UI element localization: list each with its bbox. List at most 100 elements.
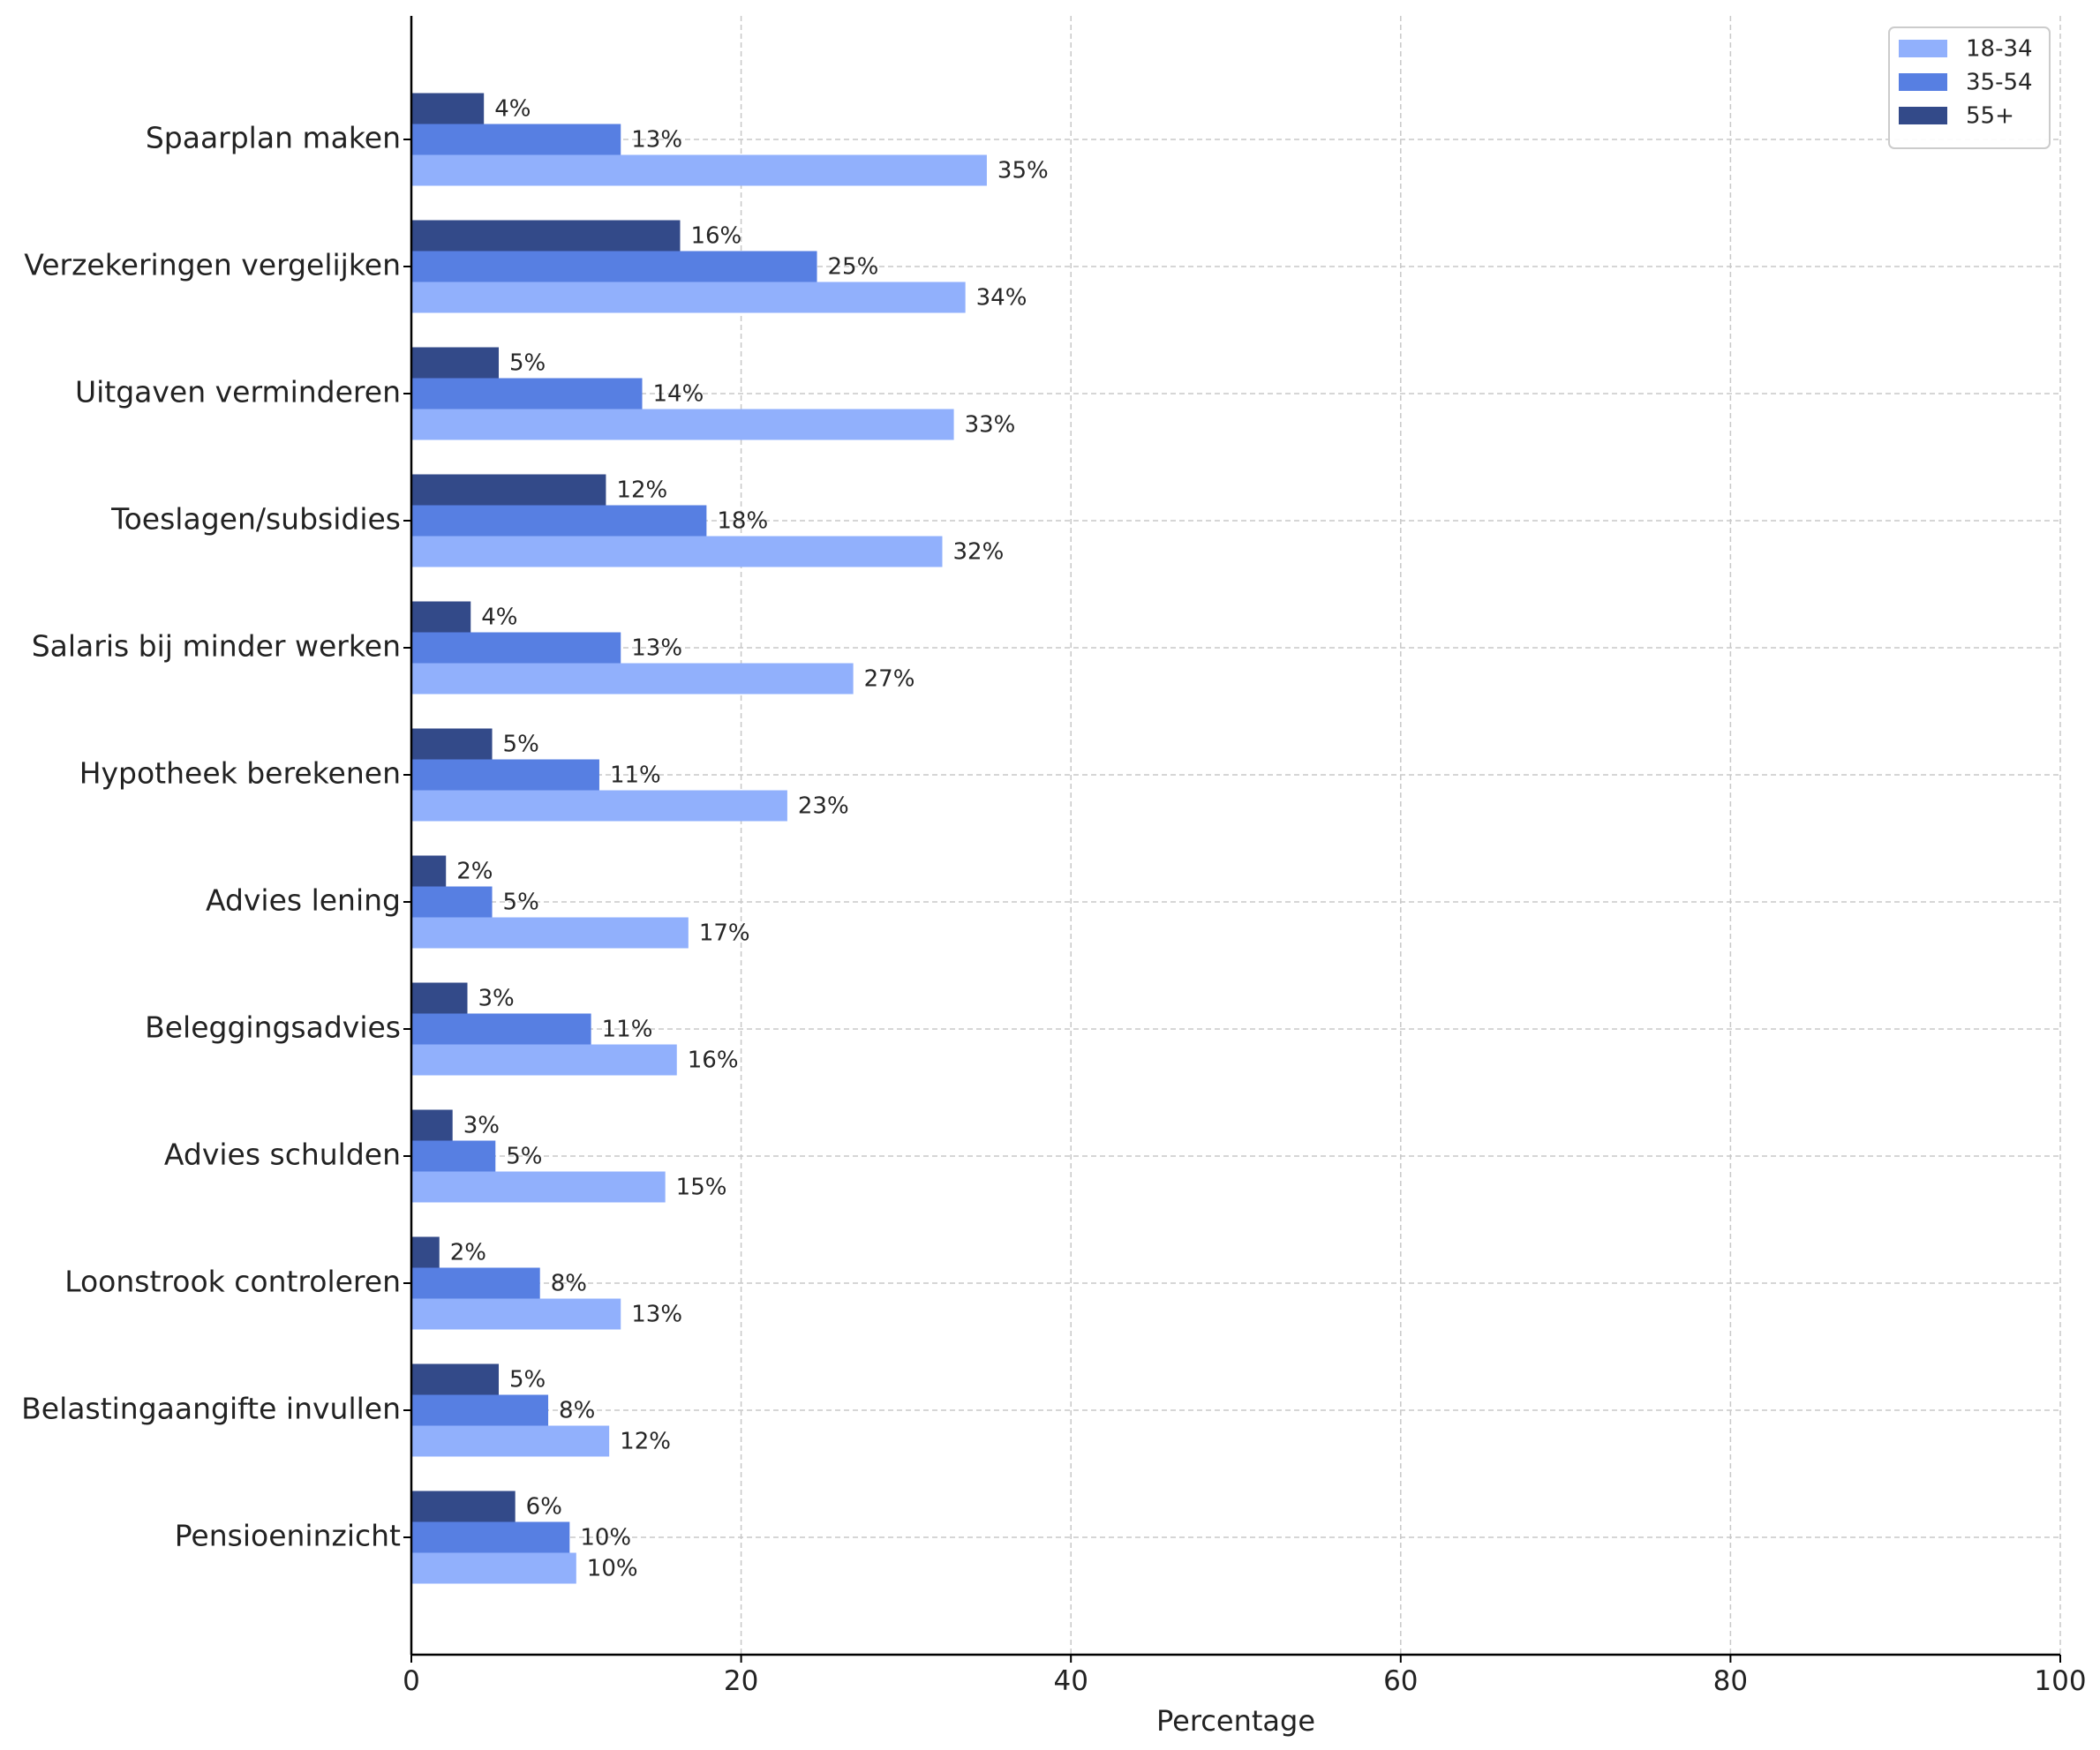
y-tick-label: Uitgaven verminderen bbox=[75, 375, 401, 409]
x-axis-label: Percentage bbox=[1156, 1704, 1315, 1738]
bar-18-34 bbox=[411, 790, 787, 822]
value-label: 18% bbox=[717, 508, 768, 535]
bar-35-54 bbox=[411, 1267, 540, 1299]
value-label: 5% bbox=[506, 1144, 542, 1170]
value-label: 4% bbox=[481, 605, 517, 631]
y-tick-label: Belastingaangifte invullen bbox=[21, 1392, 401, 1426]
value-label: 16% bbox=[690, 223, 741, 250]
bar-55-plus bbox=[411, 474, 606, 506]
bar-35-54 bbox=[411, 886, 493, 918]
value-label: 2% bbox=[456, 859, 493, 885]
value-label: 2% bbox=[450, 1240, 486, 1266]
y-tick-label: Advies schulden bbox=[164, 1138, 401, 1172]
value-label: 27% bbox=[864, 666, 915, 693]
y-tick-label: Toeslagen/subsidies bbox=[110, 502, 401, 537]
bar-55-plus bbox=[411, 1109, 453, 1141]
value-label: 13% bbox=[631, 635, 682, 662]
y-tick-label: Spaarplan maken bbox=[146, 121, 401, 155]
bar-18-34 bbox=[411, 663, 854, 695]
value-label: 5% bbox=[503, 732, 539, 758]
bar-18-34 bbox=[411, 536, 943, 567]
y-tick-label: Pensioeninzicht bbox=[175, 1519, 401, 1553]
y-tick-label: Loonstrook controleren bbox=[64, 1265, 401, 1299]
value-label: 5% bbox=[503, 890, 539, 916]
bar-35-54 bbox=[411, 124, 621, 155]
value-label: 10% bbox=[587, 1556, 638, 1582]
value-label: 33% bbox=[965, 412, 1016, 439]
x-tick-label: 0 bbox=[403, 1665, 420, 1697]
bars-layer bbox=[411, 93, 987, 1584]
bar-18-34 bbox=[411, 409, 954, 440]
bar-18-34 bbox=[411, 282, 966, 313]
value-label: 32% bbox=[952, 539, 1004, 566]
x-tick-label: 100 bbox=[2034, 1665, 2086, 1697]
bar-55-plus bbox=[411, 220, 681, 252]
bar-35-54 bbox=[411, 1521, 570, 1553]
x-tick-label: 80 bbox=[1713, 1665, 1748, 1697]
value-label: 25% bbox=[828, 254, 879, 281]
value-label: 3% bbox=[478, 986, 515, 1012]
value-label: 10% bbox=[580, 1525, 631, 1551]
bar-55-plus bbox=[411, 93, 485, 124]
x-tick-label: 20 bbox=[724, 1665, 758, 1697]
value-label: 14% bbox=[653, 381, 704, 408]
value-label: 23% bbox=[798, 793, 849, 820]
y-tick-label: Salaris bij minder werken bbox=[32, 629, 401, 664]
bar-18-34 bbox=[411, 1171, 666, 1203]
bar-55-plus bbox=[411, 1363, 500, 1395]
value-label: 12% bbox=[620, 1429, 671, 1455]
bar-18-34 bbox=[411, 1298, 621, 1330]
value-label: 8% bbox=[559, 1398, 595, 1424]
bar-35-54 bbox=[411, 505, 707, 537]
bar-18-34 bbox=[411, 154, 987, 186]
bar-35-54 bbox=[411, 1140, 496, 1172]
bar-18-34 bbox=[411, 917, 689, 949]
bar-55-plus bbox=[411, 601, 471, 633]
value-label: 11% bbox=[610, 762, 661, 789]
value-label: 34% bbox=[976, 285, 1027, 312]
bar-55-plus bbox=[411, 728, 493, 760]
legend-label-18-34: 18-34 bbox=[1966, 36, 2033, 63]
value-label: 35% bbox=[997, 158, 1049, 184]
bar-35-54 bbox=[411, 1013, 591, 1045]
bar-35-54 bbox=[411, 759, 599, 791]
bar-18-34 bbox=[411, 1552, 576, 1584]
value-label: 13% bbox=[631, 1302, 682, 1328]
bar-55-plus bbox=[411, 1491, 516, 1522]
y-tick-label: Advies lening bbox=[206, 883, 401, 918]
bar-35-54 bbox=[411, 1394, 549, 1426]
value-label: 3% bbox=[463, 1113, 500, 1139]
y-tick-label: Verzekeringen vergelijken bbox=[24, 248, 401, 282]
value-label: 16% bbox=[688, 1048, 739, 1074]
y-tick-label: Hypotheek berekenen bbox=[79, 756, 401, 791]
value-label: 11% bbox=[602, 1017, 653, 1043]
bar-55-plus bbox=[411, 982, 468, 1014]
legend-label-35-54: 35-54 bbox=[1966, 70, 2033, 96]
x-tick-label: 40 bbox=[1053, 1665, 1088, 1697]
bar-35-54 bbox=[411, 632, 621, 664]
value-label: 17% bbox=[699, 920, 750, 947]
value-label: 15% bbox=[676, 1175, 727, 1201]
bar-18-34 bbox=[411, 1044, 677, 1076]
value-label: 4% bbox=[494, 96, 531, 123]
value-label: 6% bbox=[526, 1494, 562, 1521]
legend-label-55-plus: 55+ bbox=[1966, 103, 2014, 130]
value-label: 5% bbox=[509, 350, 546, 377]
value-label: 5% bbox=[509, 1367, 546, 1393]
y-tick-label: Beleggingsadvies bbox=[145, 1010, 401, 1045]
bar-55-plus bbox=[411, 855, 447, 887]
bar-55-plus bbox=[411, 347, 500, 379]
axes-layer: 0 20 40 60 80 100 Spaarplan maken Verzekeringen… bbox=[21, 16, 2087, 1697]
value-labels-layer: 35% 34% 33% 32% 27% 23% 17% 16% 15% 13% 12% 10% 13% 2… bbox=[450, 96, 1049, 1582]
legend-swatch-18-34 bbox=[1899, 40, 1947, 57]
legend[interactable]: 18-34 35-54 55+ bbox=[1888, 26, 2051, 149]
legend-swatch-55-plus bbox=[1899, 107, 1947, 124]
bar-55-plus bbox=[411, 1236, 440, 1268]
value-label: 12% bbox=[616, 477, 667, 504]
legend-swatch-35-54 bbox=[1899, 73, 1947, 91]
value-label: 8% bbox=[551, 1271, 587, 1297]
x-tick-label: 60 bbox=[1383, 1665, 1418, 1697]
bar-18-34 bbox=[411, 1425, 610, 1457]
